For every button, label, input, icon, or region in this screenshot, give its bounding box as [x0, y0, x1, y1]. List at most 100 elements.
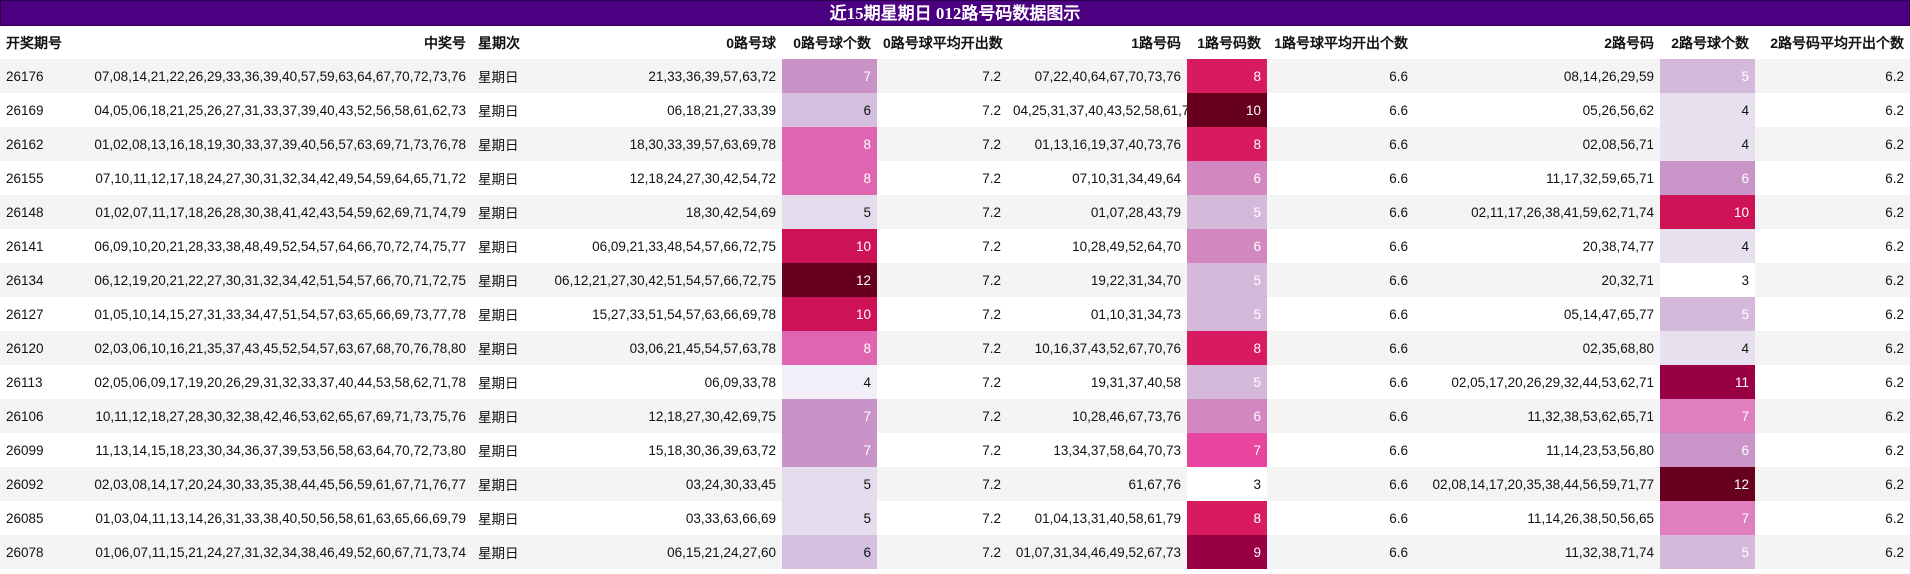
- winning-numbers-cell: 02,03,08,14,17,20,24,30,33,35,38,44,45,5…: [72, 467, 472, 501]
- route1-avg-cell: 6.6: [1267, 93, 1414, 127]
- chart-title: 近15期星期日 012路号码数据图示: [0, 0, 1910, 26]
- route1-avg-cell: 6.6: [1267, 501, 1414, 535]
- winning-numbers-cell: 10,11,12,18,27,28,30,32,38,42,46,53,62,6…: [72, 399, 472, 433]
- weekday-cell: 星期日: [472, 297, 534, 331]
- route1-count-cell: 9: [1187, 535, 1267, 569]
- route0-avg-cell: 7.2: [877, 59, 1007, 93]
- route1-avg-cell: 6.6: [1267, 263, 1414, 297]
- weekday-cell: 星期日: [472, 399, 534, 433]
- route0-count-cell: 10: [782, 229, 877, 263]
- route1-balls-cell: 07,10,31,34,49,64: [1007, 161, 1187, 195]
- route1-count-cell: 8: [1187, 59, 1267, 93]
- route0-count-cell: 6: [782, 93, 877, 127]
- period-cell: 26141: [0, 229, 72, 263]
- route2-count-cell: 4: [1660, 229, 1755, 263]
- route1-balls-cell: 61,67,76: [1007, 467, 1187, 501]
- route1-balls-cell: 04,25,31,37,40,43,52,58,61,73: [1007, 93, 1187, 127]
- route0-count-cell: 8: [782, 127, 877, 161]
- route0-avg-cell: 7.2: [877, 93, 1007, 127]
- winning-numbers-cell: 06,09,10,20,21,28,33,38,48,49,52,54,57,6…: [72, 229, 472, 263]
- route2-count-cell: 11: [1660, 365, 1755, 399]
- header-route0-balls: 0路号球: [534, 26, 782, 59]
- header-route1-balls: 1路号码: [1007, 26, 1187, 59]
- winning-numbers-cell: 04,05,06,18,21,25,26,27,31,33,37,39,40,4…: [72, 93, 472, 127]
- weekday-cell: 星期日: [472, 93, 534, 127]
- route2-balls-cell: 20,38,74,77: [1414, 229, 1660, 263]
- route2-count-cell: 12: [1660, 467, 1755, 501]
- route0-count-cell: 6: [782, 535, 877, 569]
- route1-avg-cell: 6.6: [1267, 331, 1414, 365]
- winning-numbers-cell: 02,05,06,09,17,19,20,26,29,31,32,33,37,4…: [72, 365, 472, 399]
- table-row: 26092 02,03,08,14,17,20,24,30,33,35,38,44…: [0, 467, 1910, 501]
- route1-count-cell: 5: [1187, 365, 1267, 399]
- route2-count-cell: 5: [1660, 297, 1755, 331]
- period-cell: 26148: [0, 195, 72, 229]
- route0-balls-cell: 06,18,21,27,33,39: [534, 93, 782, 127]
- route1-avg-cell: 6.6: [1267, 365, 1414, 399]
- winning-numbers-cell: 01,02,08,13,16,18,19,30,33,37,39,40,56,5…: [72, 127, 472, 161]
- route1-balls-cell: 19,31,37,40,58: [1007, 365, 1187, 399]
- data-table: 开奖期号 中奖号 星期次 0路号球 0路号球个数 0路号球平均开出数 1路号码 …: [0, 26, 1910, 569]
- route1-count-cell: 8: [1187, 127, 1267, 161]
- header-route1-count: 1路号码数: [1187, 26, 1267, 59]
- route1-balls-cell: 10,28,49,52,64,70: [1007, 229, 1187, 263]
- route1-count-cell: 8: [1187, 331, 1267, 365]
- route0-balls-cell: 03,33,63,66,69: [534, 501, 782, 535]
- route1-avg-cell: 6.6: [1267, 399, 1414, 433]
- table-row: 26106 10,11,12,18,27,28,30,32,38,42,46,53…: [0, 399, 1910, 433]
- winning-numbers-cell: 01,02,07,11,17,18,26,28,30,38,41,42,43,5…: [72, 195, 472, 229]
- period-cell: 26134: [0, 263, 72, 297]
- route1-count-cell: 5: [1187, 263, 1267, 297]
- table-row: 26113 02,05,06,09,17,19,20,26,29,31,32,33…: [0, 365, 1910, 399]
- weekday-cell: 星期日: [472, 365, 534, 399]
- winning-numbers-cell: 01,03,04,11,13,14,26,31,33,38,40,50,56,5…: [72, 501, 472, 535]
- weekday-cell: 星期日: [472, 535, 534, 569]
- winning-numbers-cell: 07,08,14,21,22,26,29,33,36,39,40,57,59,6…: [72, 59, 472, 93]
- winning-numbers-cell: 07,10,11,12,17,18,24,27,30,31,32,34,42,4…: [72, 161, 472, 195]
- route0-avg-cell: 7.2: [877, 331, 1007, 365]
- route1-avg-cell: 6.6: [1267, 535, 1414, 569]
- header-route0-count: 0路号球个数: [782, 26, 877, 59]
- route1-avg-cell: 6.6: [1267, 229, 1414, 263]
- period-cell: 26099: [0, 433, 72, 467]
- route1-avg-cell: 6.6: [1267, 467, 1414, 501]
- route0-count-cell: 8: [782, 331, 877, 365]
- weekday-cell: 星期日: [472, 501, 534, 535]
- header-weekday: 星期次: [472, 26, 534, 59]
- header-period: 开奖期号: [0, 26, 72, 59]
- route0-count-cell: 5: [782, 467, 877, 501]
- route0-avg-cell: 7.2: [877, 263, 1007, 297]
- winning-numbers-cell: 11,13,14,15,18,23,30,34,36,37,39,53,56,5…: [72, 433, 472, 467]
- route2-avg-cell: 6.2: [1755, 195, 1910, 229]
- weekday-cell: 星期日: [472, 59, 534, 93]
- route2-avg-cell: 6.2: [1755, 93, 1910, 127]
- route2-avg-cell: 6.2: [1755, 467, 1910, 501]
- route2-count-cell: 7: [1660, 399, 1755, 433]
- route2-avg-cell: 6.2: [1755, 297, 1910, 331]
- route0-balls-cell: 18,30,42,54,69: [534, 195, 782, 229]
- period-cell: 26176: [0, 59, 72, 93]
- route2-balls-cell: 11,32,38,71,74: [1414, 535, 1660, 569]
- table-row: 26176 07,08,14,21,22,26,29,33,36,39,40,57…: [0, 59, 1910, 93]
- route2-count-cell: 6: [1660, 433, 1755, 467]
- route2-avg-cell: 6.2: [1755, 399, 1910, 433]
- route0-avg-cell: 7.2: [877, 195, 1007, 229]
- route0-balls-cell: 21,33,36,39,57,63,72: [534, 59, 782, 93]
- route0-balls-cell: 18,30,33,39,57,63,69,78: [534, 127, 782, 161]
- route0-balls-cell: 06,09,21,33,48,54,57,66,72,75: [534, 229, 782, 263]
- route1-avg-cell: 6.6: [1267, 161, 1414, 195]
- route2-balls-cell: 02,11,17,26,38,41,59,62,71,74: [1414, 195, 1660, 229]
- route2-balls-cell: 02,05,17,20,26,29,32,44,53,62,71: [1414, 365, 1660, 399]
- header-row: 开奖期号 中奖号 星期次 0路号球 0路号球个数 0路号球平均开出数 1路号码 …: [0, 26, 1910, 59]
- route2-avg-cell: 6.2: [1755, 263, 1910, 297]
- route0-avg-cell: 7.2: [877, 127, 1007, 161]
- period-cell: 26092: [0, 467, 72, 501]
- route2-balls-cell: 05,14,47,65,77: [1414, 297, 1660, 331]
- weekday-cell: 星期日: [472, 331, 534, 365]
- route1-avg-cell: 6.6: [1267, 195, 1414, 229]
- route0-count-cell: 7: [782, 399, 877, 433]
- route2-balls-cell: 05,26,56,62: [1414, 93, 1660, 127]
- route2-avg-cell: 6.2: [1755, 535, 1910, 569]
- route0-balls-cell: 12,18,27,30,42,69,75: [534, 399, 782, 433]
- route0-count-cell: 4: [782, 365, 877, 399]
